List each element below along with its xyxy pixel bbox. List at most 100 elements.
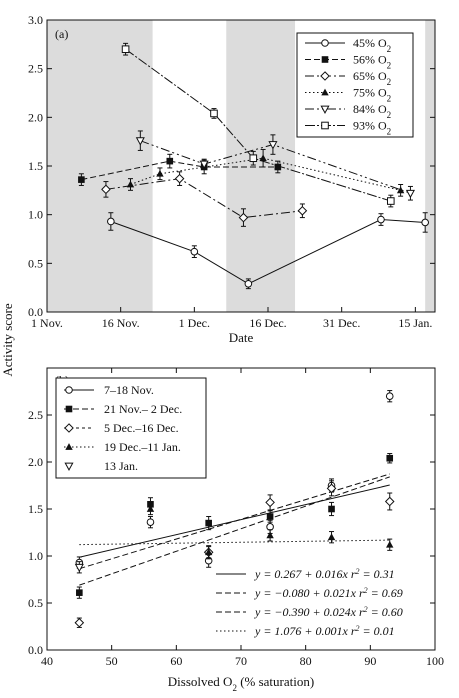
legend-entry: 13 Jan. bbox=[104, 459, 138, 473]
data-point bbox=[101, 184, 111, 195]
data-point bbox=[126, 180, 135, 188]
fit-equation: y = −0.390 + 0.024x r2 = 0.60 bbox=[254, 605, 403, 620]
data-point bbox=[76, 589, 83, 596]
legend-entry: 19 Dec.–11 Jan. bbox=[104, 440, 181, 454]
data-point bbox=[268, 141, 278, 150]
panel-label: (a) bbox=[55, 27, 68, 41]
x-tick-label: 90 bbox=[364, 654, 376, 668]
x-tick-label: 1 Nov. bbox=[31, 316, 63, 330]
legend-entry: 65% O2 bbox=[353, 69, 391, 87]
x-tick-label: 60 bbox=[170, 654, 182, 668]
fit-line-2 bbox=[79, 476, 390, 586]
legend-entry: 56% O2 bbox=[353, 53, 391, 71]
y-tick-label: 2.5 bbox=[28, 62, 43, 76]
shaded-band-0 bbox=[47, 20, 153, 312]
y-tick-label: 1.0 bbox=[28, 208, 43, 222]
x-tick-label: 50 bbox=[106, 654, 118, 668]
legend-marker bbox=[320, 71, 330, 81]
legend-box bbox=[55, 377, 207, 479]
y-tick-label: 0.5 bbox=[28, 256, 43, 270]
x-axis-title: Date bbox=[229, 330, 254, 345]
legend-marker bbox=[64, 423, 74, 433]
x-tick-label: 31 Dec. bbox=[323, 316, 360, 330]
data-point bbox=[107, 217, 115, 226]
panel-a-chart: 0.0 0.5 1.0 1.5 2.0 2.5 3.0 1 Nov. 16 Nov. 1 Dec.… bbox=[28, 13, 436, 345]
legend-entry: 75% O2 bbox=[353, 86, 391, 104]
data-point bbox=[146, 505, 155, 512]
data-point bbox=[174, 173, 185, 184]
legend-marker bbox=[321, 39, 329, 47]
legend-marker bbox=[321, 121, 329, 130]
data-point bbox=[377, 215, 385, 224]
legend-entry: 7–18 Nov. bbox=[104, 383, 154, 397]
data-point bbox=[265, 497, 275, 508]
legend-entry: 5 Dec.–16 Dec. bbox=[104, 421, 179, 435]
data-point bbox=[396, 186, 405, 194]
data-point bbox=[386, 540, 394, 548]
series-line-1 bbox=[81, 160, 278, 181]
legend-marker bbox=[65, 443, 73, 450]
data-point bbox=[327, 533, 336, 541]
y-tick-label: 2.0 bbox=[28, 110, 43, 124]
legend-marker bbox=[65, 405, 73, 413]
x-tick-label: 100 bbox=[426, 654, 444, 668]
x-tick-label: 40 bbox=[41, 654, 53, 668]
legend-marker bbox=[65, 386, 73, 394]
y-tick-label: 3.0 bbox=[28, 13, 43, 27]
data-point bbox=[328, 505, 335, 513]
data-point bbox=[266, 513, 274, 520]
legend-entry: 84% O2 bbox=[353, 102, 391, 120]
data-point bbox=[244, 279, 253, 288]
x-tick-label: 16 Dec. bbox=[249, 316, 286, 330]
data-point bbox=[121, 45, 130, 54]
fit-line-3 bbox=[79, 539, 390, 546]
data-point bbox=[135, 137, 145, 146]
data-point bbox=[386, 197, 395, 205]
panel-b-chart: 0.0 0.5 1.0 1.5 2.0 2.5 40 50 60 70 80 90 100 Dissolv… bbox=[28, 367, 444, 693]
data-point bbox=[249, 154, 258, 163]
data-point bbox=[386, 454, 394, 462]
data-point bbox=[266, 531, 274, 539]
y-tick-label: 1.0 bbox=[28, 549, 43, 563]
y-tick-label: 2.5 bbox=[28, 408, 43, 422]
data-point bbox=[274, 163, 282, 171]
y-tick-label: 1.5 bbox=[28, 159, 43, 173]
series-line-5 bbox=[125, 48, 391, 202]
data-point bbox=[166, 157, 174, 165]
data-point bbox=[384, 496, 395, 507]
data-point bbox=[238, 212, 249, 223]
data-point bbox=[156, 169, 164, 177]
y-tick-label: 0.5 bbox=[28, 596, 43, 610]
data-point bbox=[421, 218, 429, 227]
x-tick-label: 16 Nov. bbox=[102, 316, 140, 330]
shaded-band-1 bbox=[226, 20, 296, 312]
data-point bbox=[266, 523, 274, 531]
legend-marker bbox=[64, 462, 74, 471]
legend-entry: 93% O2 bbox=[353, 119, 391, 137]
y-tick-label: 2.0 bbox=[28, 455, 43, 469]
fit-equation: y = −0.080 + 0.021x r2 = 0.69 bbox=[254, 586, 403, 601]
y-tick-label: 0.0 bbox=[28, 305, 43, 319]
data-point bbox=[385, 392, 394, 401]
legend-entry: 45% O2 bbox=[353, 36, 391, 54]
fit-line-1 bbox=[79, 473, 390, 570]
x-tick-label: 70 bbox=[235, 654, 247, 668]
y-axis-title: Activity score bbox=[0, 303, 15, 377]
legend-marker bbox=[320, 105, 330, 114]
x-tick-label: 1 Dec. bbox=[179, 316, 210, 330]
data-point bbox=[326, 483, 337, 494]
x-tick-label: 15 Jan. bbox=[398, 316, 432, 330]
fit-equation: y = 0.267 + 0.016x r2 = 0.31 bbox=[254, 567, 395, 582]
data-point bbox=[74, 563, 84, 573]
x-tick-label: 80 bbox=[300, 654, 312, 668]
data-point bbox=[205, 519, 212, 527]
fit-equation: y = 1.076 + 0.001x r2 = 0.01 bbox=[254, 624, 395, 639]
y-tick-label: 1.5 bbox=[28, 502, 43, 516]
data-point bbox=[297, 205, 308, 216]
data-point bbox=[78, 176, 85, 183]
series-line-2 bbox=[105, 178, 303, 219]
legend-marker bbox=[321, 56, 329, 63]
data-point bbox=[146, 518, 155, 526]
legend-entry: 21 Nov.– 2 Dec. bbox=[104, 402, 182, 416]
